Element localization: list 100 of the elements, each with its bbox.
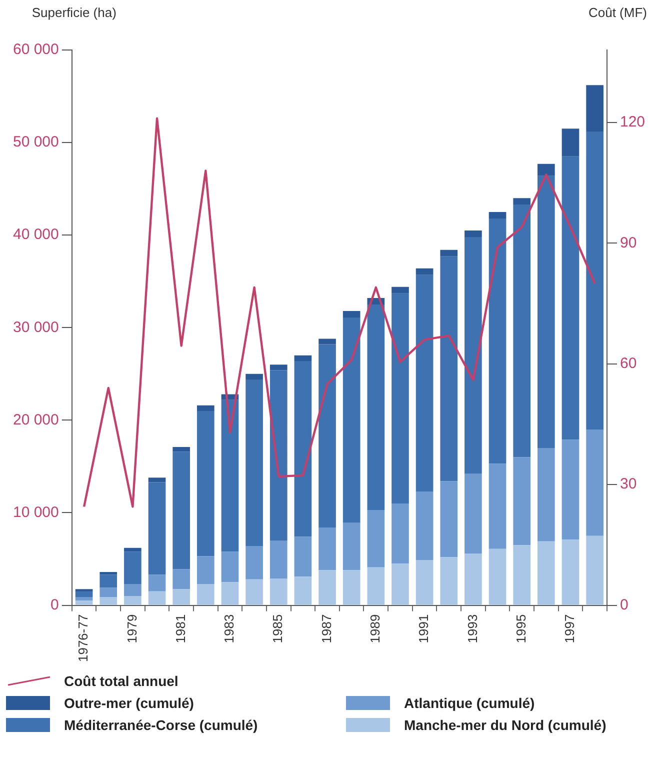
x-tick-label: 1983 — [222, 614, 237, 644]
x-tick-label: 1991 — [416, 614, 432, 644]
bar — [294, 355, 312, 361]
y2-tick-label: 30 — [620, 476, 637, 493]
bar — [342, 570, 360, 605]
bar — [440, 557, 458, 605]
legend-label: Manche-mer du Nord (cumulé) — [404, 717, 606, 733]
bar — [318, 528, 336, 570]
bar — [513, 204, 531, 458]
x-tick-label: 1981 — [172, 614, 188, 644]
bar — [75, 596, 93, 601]
bar — [513, 457, 531, 546]
bar — [318, 344, 336, 528]
bar — [416, 560, 434, 605]
y-tick-label: 50 000 — [12, 134, 59, 151]
bar — [148, 574, 166, 592]
y-axis-title: Superficie (ha) — [32, 5, 116, 20]
bar — [562, 440, 580, 540]
bar — [318, 570, 336, 605]
bar — [246, 379, 263, 546]
bar — [124, 548, 142, 552]
y-tick-label: 10 000 — [12, 504, 59, 521]
bar — [538, 176, 555, 448]
bar — [367, 510, 385, 568]
bar — [75, 600, 93, 605]
y2-tick-label: 60 — [620, 355, 637, 372]
bar — [148, 478, 166, 482]
bar — [172, 452, 190, 570]
bar — [270, 370, 288, 541]
bar — [246, 546, 263, 580]
bar — [586, 131, 604, 430]
bar — [294, 536, 312, 577]
bar — [124, 552, 142, 584]
bar — [586, 429, 604, 536]
legend-label: Coût total annuel — [64, 673, 178, 689]
bar — [148, 591, 166, 605]
bar — [440, 250, 458, 256]
bar — [100, 572, 118, 575]
bar — [246, 374, 263, 380]
y-tick-label: 40 000 — [12, 226, 59, 244]
bar — [538, 448, 555, 542]
bar — [464, 236, 482, 474]
bar — [392, 293, 409, 504]
bar — [318, 338, 336, 344]
bar — [75, 589, 93, 592]
bar — [100, 588, 118, 597]
bar — [196, 405, 214, 411]
bar — [196, 410, 214, 556]
bar — [294, 576, 312, 605]
x-tick-label: 1989 — [367, 614, 382, 644]
bar — [270, 540, 288, 578]
bar — [221, 400, 239, 552]
bar — [75, 592, 93, 597]
bar — [221, 552, 239, 582]
bar — [464, 553, 482, 605]
bar — [416, 268, 434, 275]
bar — [392, 503, 409, 564]
bar — [342, 310, 360, 318]
bar — [100, 574, 118, 588]
y-tick-label: 60 000 — [12, 41, 59, 58]
x-tick-label: 1995 — [513, 614, 528, 644]
bar — [124, 596, 142, 605]
bar — [196, 584, 214, 605]
y2-tick-label: 90 — [620, 234, 637, 252]
bar — [416, 274, 434, 492]
x-tick-label: 1979 — [124, 614, 140, 644]
x-tick-label: 1987 — [318, 614, 334, 644]
y-tick-label: 30 000 — [12, 318, 59, 336]
bar — [342, 317, 360, 523]
bar — [513, 545, 531, 605]
bar — [488, 212, 506, 218]
bar — [538, 541, 555, 605]
bar — [513, 198, 531, 205]
bar — [586, 536, 604, 605]
bar — [586, 85, 604, 132]
legend-label: Méditerranée-Corse (cumulé) — [64, 717, 258, 733]
x-tick-label: 1993 — [464, 614, 480, 644]
y2-tick-label: 120 — [620, 114, 646, 131]
bar — [562, 540, 580, 605]
bar — [172, 569, 190, 590]
x-tick-label: 1976-77 — [76, 614, 91, 662]
bar — [294, 360, 312, 537]
bar — [440, 256, 458, 482]
y2-axis-title: Coût (MF) — [588, 5, 647, 20]
bar — [440, 481, 458, 558]
bar — [196, 556, 214, 584]
bar — [100, 596, 118, 605]
legend-label: Atlantique (cumulé) — [404, 695, 535, 711]
bar — [488, 464, 506, 549]
y-tick-label: 20 000 — [12, 411, 59, 428]
y-tick-label: 0 — [50, 596, 59, 614]
bar — [488, 548, 506, 605]
bar — [562, 156, 580, 440]
bar — [488, 218, 506, 464]
bar — [172, 447, 190, 452]
bar — [392, 286, 409, 294]
bar — [562, 128, 580, 156]
bar — [464, 474, 482, 554]
legend-label: Outre-mer (cumulé) — [64, 695, 194, 711]
bar — [221, 582, 239, 605]
